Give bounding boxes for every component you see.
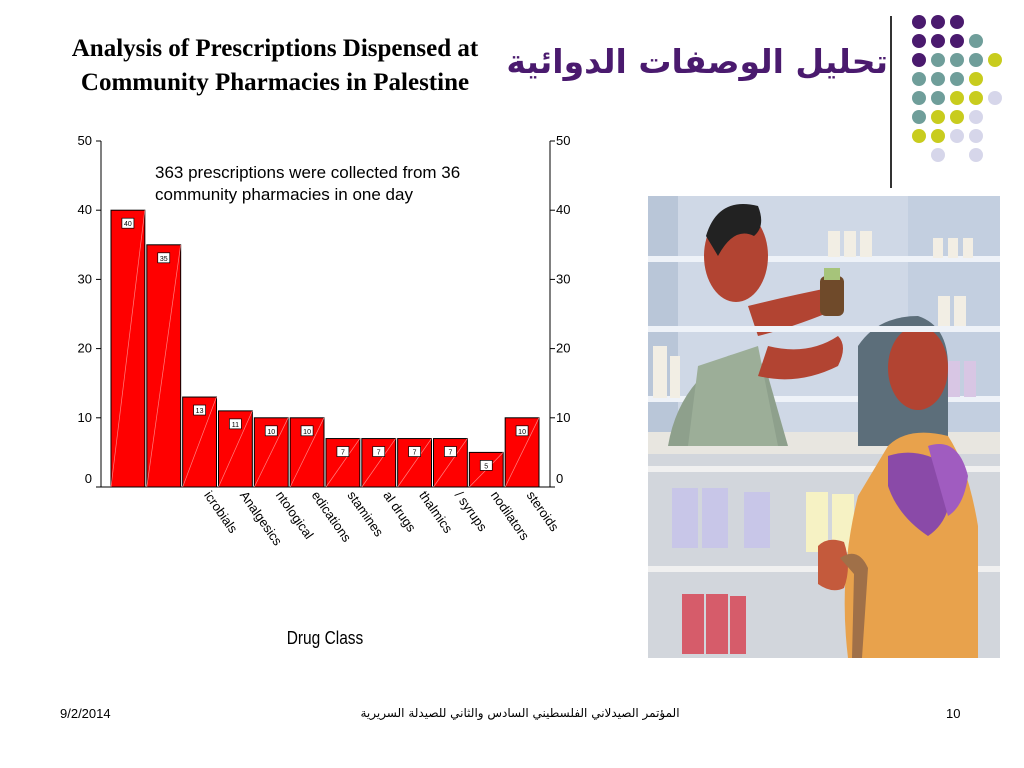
y-tick-label-right: 10 xyxy=(556,410,570,425)
data-label-box xyxy=(336,446,350,457)
slide-title-arabic: تحليل الوصفات الدوائية xyxy=(506,42,888,81)
y-tick-label-right: 30 xyxy=(556,271,570,286)
slide-title-line-1: Analysis of Prescriptions Dispensed at xyxy=(71,35,479,62)
category-label: al drugs xyxy=(380,488,419,535)
data-label-box xyxy=(479,460,493,471)
y-tick-label-right: 40 xyxy=(556,202,570,217)
bar-sheen xyxy=(218,410,253,488)
data-label: 7 xyxy=(341,450,345,457)
footer-page-number: 10 xyxy=(946,706,961,721)
data-label: 10 xyxy=(267,429,275,436)
y-tick-label-left: 10 xyxy=(78,410,92,425)
slide-title-english: Analysis of Prescriptions Dispensed at C… xyxy=(20,32,530,100)
data-label-box xyxy=(193,404,206,416)
y-tick-label-left: 40 xyxy=(78,202,92,217)
data-label-box xyxy=(444,446,457,457)
bar-sheen xyxy=(361,438,396,488)
bar-sheen xyxy=(433,438,468,488)
y-tick-label-left: 30 xyxy=(78,271,92,286)
data-label: 13 xyxy=(196,408,204,415)
data-label: 10 xyxy=(303,429,311,436)
y-tick-label-left: 20 xyxy=(78,341,92,356)
title-divider xyxy=(890,16,892,188)
data-label: 11 xyxy=(232,422,239,429)
category-label: thalmics xyxy=(416,488,456,536)
data-label-box xyxy=(264,425,278,437)
slide-title-line-2: Community Pharmacies in Palestine xyxy=(80,69,470,96)
data-label: 5 xyxy=(484,463,488,470)
bar-sheen xyxy=(504,417,540,488)
category-label: icrobials xyxy=(201,488,241,536)
footer-date: 9/2/2014 xyxy=(60,706,111,721)
bar-sheen xyxy=(325,438,361,488)
pharmacist-clipart-image xyxy=(648,196,1000,658)
data-label: 7 xyxy=(413,450,417,457)
footer-conference-name: المؤتمر الصيدلاني الفلسطيني السادس والثا… xyxy=(360,706,680,720)
bar-sheen xyxy=(182,396,217,488)
y-tick-label-right: 50 xyxy=(556,133,570,148)
category-label: steroids xyxy=(524,488,563,534)
data-label-box xyxy=(372,446,386,457)
bar-sheen xyxy=(146,244,182,488)
y-tick-label-left: 50 xyxy=(78,133,92,148)
y-tick-label-left: 0 xyxy=(85,471,92,486)
y-tick-label-right: 20 xyxy=(556,341,570,356)
data-label: 35 xyxy=(160,256,168,263)
data-label-box xyxy=(157,252,171,264)
data-label-box xyxy=(300,425,314,437)
x-axis-title: Drug Class xyxy=(286,628,364,648)
data-label-box xyxy=(515,425,529,437)
bar-sheen xyxy=(289,417,325,488)
data-label: 10 xyxy=(518,429,526,436)
bar-sheen xyxy=(254,417,289,488)
data-label-box xyxy=(121,217,135,229)
data-label: 7 xyxy=(377,450,381,457)
data-label: 7 xyxy=(448,450,452,457)
bar-sheen xyxy=(110,210,146,488)
data-label-box xyxy=(408,446,421,457)
bar-sheen xyxy=(397,438,432,488)
y-tick-label-right: 0 xyxy=(556,471,563,486)
data-label: 40 xyxy=(124,221,132,228)
category-label: / syrups xyxy=(452,488,491,534)
chart-annotation: 363 prescriptions were collected from 36… xyxy=(155,163,461,204)
data-label-box xyxy=(229,418,242,430)
